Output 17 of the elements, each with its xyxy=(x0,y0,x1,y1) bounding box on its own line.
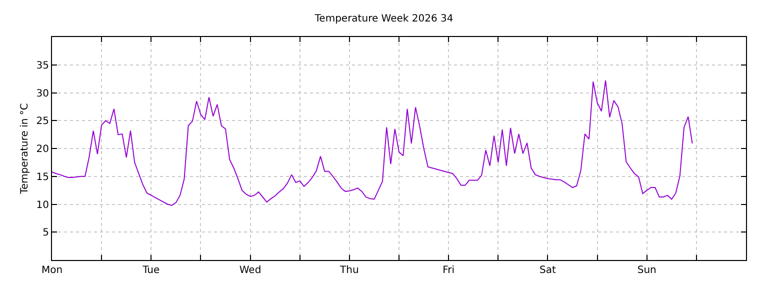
x-tick-label: Fri xyxy=(442,265,455,276)
line-series xyxy=(52,80,693,206)
x-tick-label: Sat xyxy=(540,265,556,276)
y-tick-label: 35 xyxy=(36,60,49,72)
x-tick-label: Tue xyxy=(142,265,160,276)
x-tick-label: Thu xyxy=(339,265,359,276)
y-tick-label: 25 xyxy=(36,116,49,128)
x-tick-label: Wed xyxy=(239,265,262,276)
chart-title: Temperature Week 2026 34 xyxy=(314,13,454,24)
y-tick-label: 10 xyxy=(36,200,49,211)
y-tick-label: 5 xyxy=(42,228,49,239)
x-tick-label: Sun xyxy=(637,265,656,276)
x-tick-label: Mon xyxy=(41,265,63,276)
y-tick-label: 20 xyxy=(36,144,49,155)
y-tick-label: 15 xyxy=(36,172,49,183)
y-axis-title: Temperature in °C xyxy=(19,103,30,195)
y-tick-label: 30 xyxy=(36,88,49,100)
